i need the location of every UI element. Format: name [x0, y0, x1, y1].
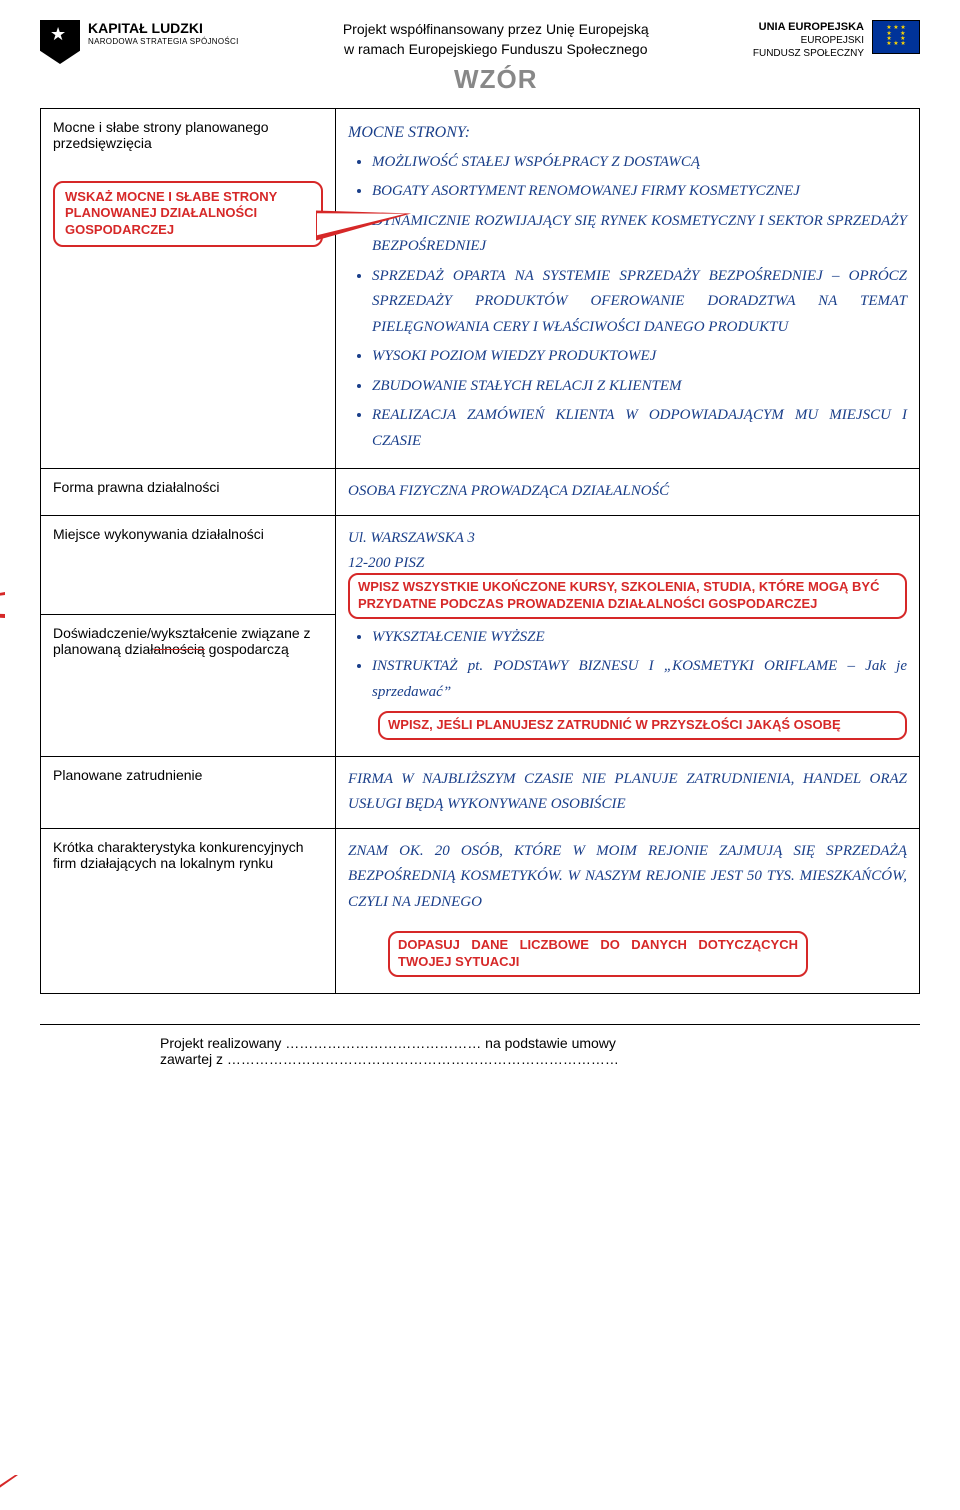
ue-text: UNIA EUROPEJSKA EUROPEJSKI FUNDUSZ SPOŁE…	[753, 20, 864, 60]
footer-divider	[40, 1024, 920, 1025]
header-right: UNIA EUROPEJSKA EUROPEJSKI FUNDUSZ SPOŁE…	[753, 20, 920, 60]
kl-sub: NARODOWA STRATEGIA SPÓJNOŚCI	[88, 37, 239, 47]
addr-line1: Ul. WARSZAWSKA 3	[348, 530, 475, 546]
place-exp-value-cell: Ul. WARSZAWSKA 3 12-200 PISZ WPISZ WSZYS…	[336, 515, 920, 756]
employ-value-cell: FIRMA W NAJBLIŻSZYM CZASIE NIE PLANUJE Z…	[336, 756, 920, 828]
page-root: KAPITAŁ LUDZKI NARODOWA STRATEGIA SPÓJNO…	[0, 0, 960, 1087]
footer-dots1: ……………………………………	[285, 1035, 481, 1051]
exp-item: WYKSZTAŁCENIE WYŻSZE	[372, 625, 907, 651]
comp-value-cell: ZNAM OK. 20 OSÓB, KTÓRE W MOIM REJONIE Z…	[336, 828, 920, 993]
legal-label: Forma prawna działalności	[41, 469, 336, 516]
row-comp: Krótka charakterystyka konkurencyjnych f…	[41, 828, 920, 993]
ue-sub1: EUROPEJSKI	[753, 34, 864, 47]
strengths-label: Mocne i słabe strony planowanego przedsi…	[53, 119, 323, 151]
callout-numbers: DOPASUJ DANE LICZBOWE DO DANYCH DOTYCZĄC…	[388, 931, 808, 977]
footer-line1a: Projekt realizowany	[160, 1035, 285, 1051]
strengths-title: MOCNE STRONY:	[348, 119, 907, 146]
footer-dots3: ……………………………………	[423, 1051, 619, 1067]
wzor-label: WZÓR	[343, 61, 649, 97]
strength-item: SPRZEDAŻ OPARTA NA SYSTEMIE SPRZEDAŻY BE…	[372, 264, 907, 341]
strength-item: MOŻLIWOŚĆ STAŁEJ WSPÓŁPRACY Z DOSTAWCĄ	[372, 150, 907, 176]
footer: Projekt realizowany …………………………………… na po…	[160, 1024, 920, 1067]
exp-label-cell: Doświadczenie/wykształcenie związane z p…	[41, 614, 336, 756]
ue-sub2: FUNDUSZ SPOŁECZNY	[753, 47, 864, 60]
comp-label: Krótka charakterystyka konkurencyjnych f…	[41, 828, 336, 993]
cofinance-line1: Projekt współfinansowany przez Unię Euro…	[343, 20, 649, 40]
addr-line2: 12-200 PISZ	[348, 555, 424, 571]
strength-item: ZBUDOWANIE STAŁYCH RELACJI Z KLIENTEM	[372, 374, 907, 400]
strength-item: WYSOKI POZIOM WIEDZY PRODUKTOWEJ	[372, 344, 907, 370]
cofinance-line2: w ramach Europejskiego Funduszu Społeczn…	[343, 40, 649, 60]
callout-employment: WPISZ, JEŚLI PLANUJESZ ZATRUDNIĆ W PRZYS…	[378, 711, 907, 740]
strengths-content: MOCNE STRONY: MOŻLIWOŚĆ STAŁEJ WSPÓŁPRAC…	[348, 119, 907, 455]
kl-text: KAPITAŁ LUDZKI NARODOWA STRATEGIA SPÓJNO…	[88, 20, 239, 46]
footer-line1b: na podstawie umowy	[481, 1035, 616, 1051]
strengths-label-cell: Mocne i słabe strony planowanego przedsi…	[41, 108, 336, 469]
exp-content: WYKSZTAŁCENIE WYŻSZE INSTRUKTAŻ pt. PODS…	[348, 625, 907, 706]
place-label: Miejsce wykonywania działalności	[41, 515, 336, 614]
exp-list: WYKSZTAŁCENIE WYŻSZE INSTRUKTAŻ pt. PODS…	[372, 625, 907, 706]
exp-label-post: gospodarczą	[205, 641, 289, 657]
row-employ: Planowane zatrudnienie FIRMA W NAJBLIŻSZ…	[41, 756, 920, 828]
row-place: Miejsce wykonywania działalności Ul. WAR…	[41, 515, 920, 614]
form-table: Mocne i słabe strony planowanego przedsi…	[40, 108, 920, 995]
eu-flag-icon	[872, 20, 920, 54]
ue-title: UNIA EUROPEJSKA	[753, 20, 864, 34]
place-value: Ul. WARSZAWSKA 3 12-200 PISZ	[348, 526, 907, 577]
callout-strengths: WSKAŻ MOCNE I SŁABE STRONY PLANOWANEJ DZ…	[53, 181, 323, 248]
callout-education: WPISZ WSZYSTKIE UKOŃCZONE KURSY, SZKOLEN…	[348, 573, 907, 619]
footer-dots2: ……………………………………	[227, 1051, 423, 1067]
strengths-list: MOŻLIWOŚĆ STAŁEJ WSPÓŁPRACY Z DOSTAWCĄ B…	[372, 150, 907, 455]
footer-line2: zawartej z	[160, 1051, 227, 1067]
strength-item: DYNAMICZNIE ROZWIJAJĄCY SIĘ RYNEK KOSMET…	[372, 209, 907, 260]
strength-item: BOGATY ASORTYMENT RENOMOWANEJ FIRMY KOSM…	[372, 179, 907, 205]
exp-item: INSTRUKTAŻ pt. PODSTAWY BIZNESU I „KOSME…	[372, 654, 907, 705]
kapital-ludzki-logo	[40, 20, 80, 64]
strengths-value-cell: MOCNE STRONY: MOŻLIWOŚĆ STAŁEJ WSPÓŁPRAC…	[336, 108, 920, 469]
comp-value: ZNAM OK. 20 OSÓB, KTÓRE W MOIM REJONIE Z…	[348, 839, 907, 916]
header-left: KAPITAŁ LUDZKI NARODOWA STRATEGIA SPÓJNO…	[40, 20, 239, 64]
employ-label: Planowane zatrudnienie	[41, 756, 336, 828]
row-strengths: Mocne i słabe strony planowanego przedsi…	[41, 108, 920, 469]
exp-label-strike: alnością	[153, 641, 204, 657]
legal-value: OSOBA FIZYCZNA PROWADZĄCA DZIAŁALNOŚĆ	[348, 479, 907, 505]
header-center: Projekt współfinansowany przez Unię Euro…	[343, 20, 649, 98]
kl-title: KAPITAŁ LUDZKI	[88, 20, 239, 37]
employ-value: FIRMA W NAJBLIŻSZYM CZASIE NIE PLANUJE Z…	[348, 767, 907, 818]
header: KAPITAŁ LUDZKI NARODOWA STRATEGIA SPÓJNO…	[40, 20, 920, 98]
strength-item: REALIZACJA ZAMÓWIEŃ KLIENTA W ODPOWIADAJ…	[372, 403, 907, 454]
row-legal: Forma prawna działalności OSOBA FIZYCZNA…	[41, 469, 920, 516]
legal-value-cell: OSOBA FIZYCZNA PROWADZĄCA DZIAŁALNOŚĆ	[336, 469, 920, 516]
